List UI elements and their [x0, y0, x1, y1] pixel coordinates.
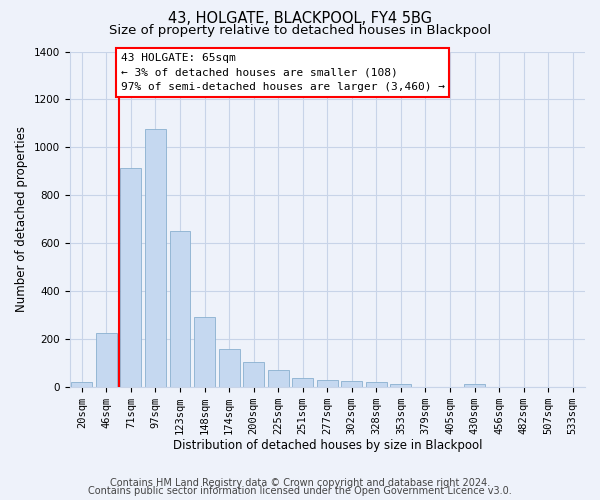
Bar	[366, 382, 387, 386]
Bar	[194, 316, 215, 386]
Bar	[96, 333, 117, 386]
Bar	[292, 378, 313, 386]
Text: 43, HOLGATE, BLACKPOOL, FY4 5BG: 43, HOLGATE, BLACKPOOL, FY4 5BG	[168, 11, 432, 26]
X-axis label: Distribution of detached houses by size in Blackpool: Distribution of detached houses by size …	[173, 440, 482, 452]
Bar	[145, 130, 166, 386]
Text: 43 HOLGATE: 65sqm
← 3% of detached houses are smaller (108)
97% of semi-detached: 43 HOLGATE: 65sqm ← 3% of detached house…	[121, 52, 445, 92]
Bar	[218, 349, 239, 387]
Bar	[268, 370, 289, 386]
Bar	[317, 380, 338, 386]
Y-axis label: Number of detached properties: Number of detached properties	[15, 126, 28, 312]
Text: Contains public sector information licensed under the Open Government Licence v3: Contains public sector information licen…	[88, 486, 512, 496]
Text: Size of property relative to detached houses in Blackpool: Size of property relative to detached ho…	[109, 24, 491, 37]
Bar	[170, 231, 190, 386]
Text: Contains HM Land Registry data © Crown copyright and database right 2024.: Contains HM Land Registry data © Crown c…	[110, 478, 490, 488]
Bar	[243, 362, 264, 386]
Bar	[121, 168, 142, 386]
Bar	[71, 382, 92, 386]
Bar	[391, 384, 412, 386]
Bar	[464, 384, 485, 386]
Bar	[341, 382, 362, 386]
